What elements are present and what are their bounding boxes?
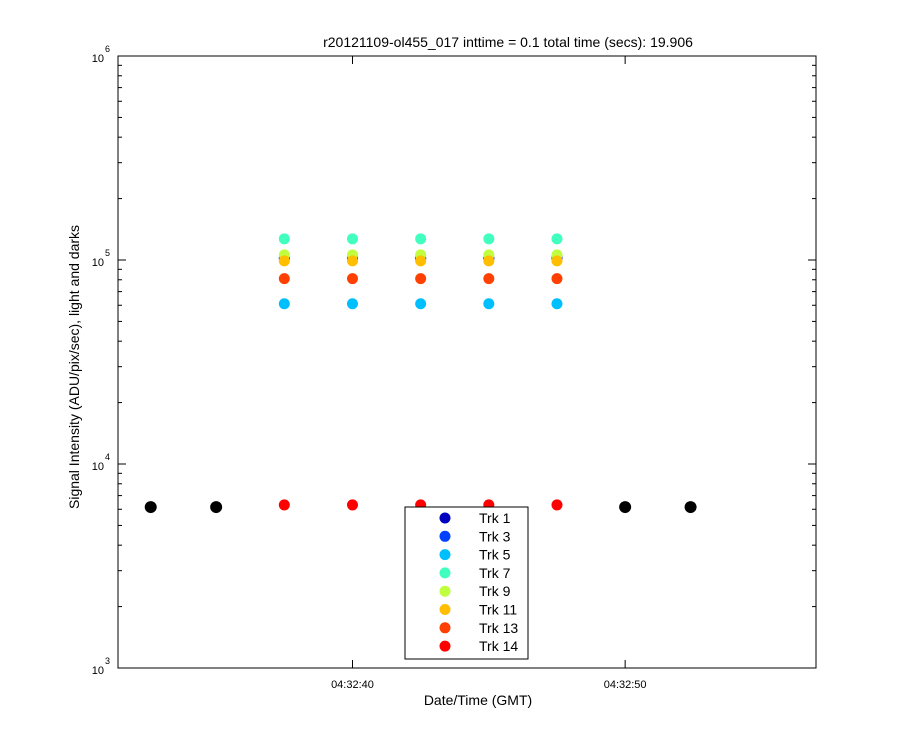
axis-ticks	[118, 55, 816, 669]
legend-marker	[439, 549, 451, 561]
y-tick-label-exponent: 5	[105, 248, 110, 258]
data-point	[551, 233, 563, 245]
x-axis-label: Date/Time (GMT)	[424, 692, 532, 708]
data-point	[551, 499, 563, 511]
x-tick-label: 04:32:40	[331, 679, 374, 691]
y-tick-label-exponent: 6	[105, 44, 110, 54]
y-tick-label-base: 10	[92, 665, 104, 677]
data-point	[278, 298, 290, 310]
legend-label: Trk 3	[479, 528, 511, 544]
data-point	[346, 298, 358, 310]
legend-marker	[439, 622, 451, 634]
data-point	[551, 273, 563, 285]
y-axis-label: Signal Intensity (ADU/pix/sec), light an…	[66, 225, 82, 509]
legend-label: Trk 13	[479, 620, 518, 636]
legend-label: Trk 7	[479, 565, 511, 581]
y-tick-label-exponent: 4	[105, 452, 110, 462]
y-tick-label-base: 10	[92, 257, 104, 269]
y-tick-label-base: 10	[92, 461, 104, 473]
data-point	[278, 255, 290, 267]
y-tick-label-base: 10	[92, 53, 104, 65]
data-point	[551, 255, 563, 267]
legend-marker	[439, 604, 451, 615]
data-point	[278, 273, 290, 285]
data-point	[278, 499, 290, 511]
legend-marker	[439, 567, 451, 579]
data-point	[415, 255, 427, 267]
x-tick-labels: 04:32:40 04:32:50	[331, 679, 646, 691]
data-point	[483, 298, 495, 310]
dark-point	[619, 501, 632, 514]
legend-marker	[439, 512, 451, 524]
legend-box	[404, 506, 529, 660]
legend-label: Trk 5	[479, 547, 511, 563]
legend-label: Trk 9	[479, 583, 511, 599]
y-tick-label-exponent: 3	[105, 656, 110, 666]
data-point	[346, 499, 358, 511]
chart-title: r20121109-ol455_017 inttime = 0.1 total …	[323, 34, 693, 50]
data-point	[346, 233, 358, 245]
legend: Trk 1 Trk 3 Trk 5 Trk 7 Trk 9 Trk 11 Trk 13 Trk…	[404, 506, 529, 660]
data-point	[415, 233, 427, 245]
data-point	[415, 273, 427, 285]
data-point	[346, 255, 358, 267]
dark-point	[684, 501, 697, 514]
legend-marker	[439, 640, 451, 652]
x-tick-label: 04:32:50	[604, 679, 647, 691]
data-point	[415, 298, 427, 310]
dark-point	[210, 501, 223, 514]
data-point	[483, 233, 495, 245]
legend-marker	[439, 530, 451, 542]
dark-point	[144, 501, 157, 514]
legend-label: Trk 11	[479, 602, 517, 618]
legend-marker	[439, 585, 451, 597]
data-point	[551, 298, 563, 310]
data-point	[483, 273, 495, 285]
data-point	[278, 233, 290, 245]
data-point	[483, 255, 495, 267]
legend-label: Trk 14	[479, 638, 518, 654]
legend-label: Trk 1	[479, 510, 511, 526]
data-point	[346, 273, 358, 285]
